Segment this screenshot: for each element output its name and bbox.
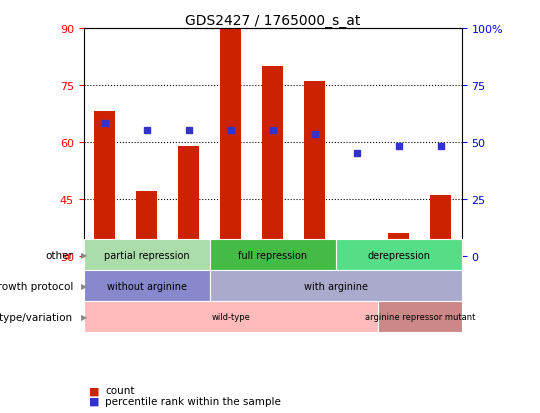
Text: ▶: ▶ <box>81 282 87 290</box>
Bar <box>377 301 462 332</box>
Text: growth protocol: growth protocol <box>0 281 73 291</box>
Bar <box>178 146 199 256</box>
Text: GSM106753: GSM106753 <box>226 259 235 306</box>
Bar <box>388 233 409 256</box>
Bar <box>84 301 377 332</box>
Bar <box>136 192 157 256</box>
Bar <box>220 29 241 256</box>
Bar <box>210 240 336 271</box>
Text: full repression: full repression <box>238 250 307 260</box>
Bar <box>94 112 115 256</box>
Text: count: count <box>105 385 135 395</box>
Bar <box>304 82 325 256</box>
Text: GSM106759: GSM106759 <box>436 259 445 306</box>
Text: GSM106756: GSM106756 <box>310 259 319 306</box>
Text: GSM106755: GSM106755 <box>268 259 277 306</box>
Text: GSM106758: GSM106758 <box>394 259 403 306</box>
Text: genotype/variation: genotype/variation <box>0 312 73 322</box>
Text: with arginine: with arginine <box>303 281 368 291</box>
Bar <box>430 195 451 256</box>
Text: arginine repressor mutant: arginine repressor mutant <box>364 313 475 321</box>
Bar <box>84 240 210 271</box>
Text: GSM106504: GSM106504 <box>100 259 109 306</box>
Text: ■: ■ <box>89 396 99 406</box>
Title: GDS2427 / 1765000_s_at: GDS2427 / 1765000_s_at <box>185 14 360 28</box>
Text: ■: ■ <box>89 385 99 395</box>
Text: GSM106751: GSM106751 <box>142 259 151 306</box>
Text: partial repression: partial repression <box>104 250 190 260</box>
Text: GSM106757: GSM106757 <box>352 259 361 306</box>
Text: wild-type: wild-type <box>211 313 250 321</box>
Bar <box>336 240 462 271</box>
Text: other: other <box>45 250 73 260</box>
Text: percentile rank within the sample: percentile rank within the sample <box>105 396 281 406</box>
Bar <box>346 252 367 256</box>
Bar <box>210 271 462 301</box>
Text: without arginine: without arginine <box>107 281 187 291</box>
Text: GSM106752: GSM106752 <box>184 259 193 306</box>
Bar <box>262 67 283 256</box>
Bar <box>84 271 210 301</box>
Text: ▶: ▶ <box>81 251 87 259</box>
Text: ▶: ▶ <box>81 313 87 321</box>
Text: derepression: derepression <box>367 250 430 260</box>
